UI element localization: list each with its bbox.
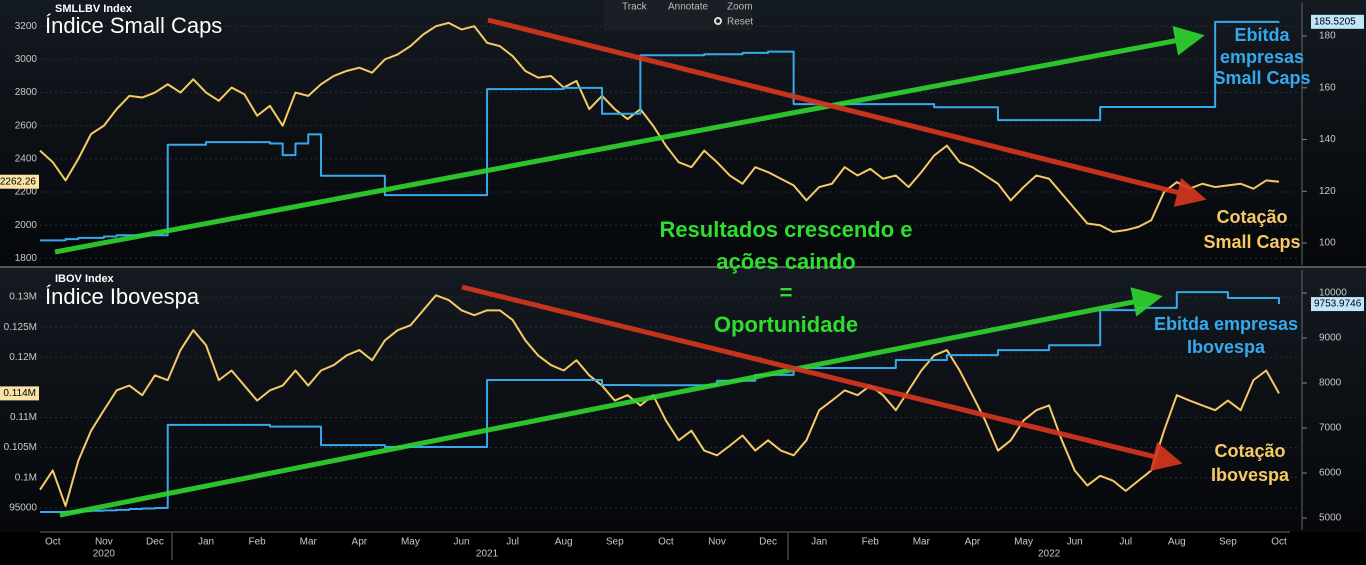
center-annotation: Oportunidade bbox=[714, 312, 858, 337]
reset-icon bbox=[714, 17, 722, 25]
y2-tick-label: 8000 bbox=[1319, 378, 1342, 389]
y-tick-label: 3000 bbox=[15, 54, 38, 65]
y-tick-label: 1800 bbox=[15, 253, 38, 264]
track-button[interactable]: Track bbox=[622, 2, 648, 13]
center-annotation: = bbox=[780, 280, 793, 305]
x-tick-label: Jul bbox=[506, 537, 519, 548]
x-tick-label: Dec bbox=[146, 537, 164, 548]
y2-tick-label: 7000 bbox=[1319, 423, 1342, 434]
x-tick-label: Oct bbox=[45, 537, 61, 548]
center-annotation: ações caindo bbox=[716, 249, 855, 274]
series-label: Small Caps bbox=[1213, 68, 1310, 88]
x-tick-label: Jan bbox=[811, 537, 827, 548]
x-tick-label: Jan bbox=[198, 537, 214, 548]
x-year-label: 2021 bbox=[476, 549, 499, 560]
y-tick-label: 2200 bbox=[15, 187, 38, 198]
x-tick-label: Apr bbox=[965, 537, 981, 548]
series-label: Ebitda empresas bbox=[1154, 314, 1298, 334]
y-tick-label: 0.125M bbox=[4, 322, 37, 333]
x-tick-label: Jun bbox=[453, 537, 469, 548]
series-line bbox=[40, 20, 1280, 242]
center-annotation: Resultados crescendo e bbox=[659, 217, 912, 242]
x-tick-label: May bbox=[1014, 537, 1033, 548]
x-tick-label: Nov bbox=[708, 537, 726, 548]
y2-tick-label: 140 bbox=[1319, 134, 1336, 145]
toolbar-background bbox=[604, 0, 752, 30]
zoom-button[interactable]: Zoom bbox=[727, 2, 753, 13]
y-tick-label: 2400 bbox=[15, 154, 38, 165]
x-tick-label: Feb bbox=[249, 537, 267, 548]
x-tick-label: Feb bbox=[862, 537, 880, 548]
y-tick-label: 95000 bbox=[9, 502, 37, 513]
y-tick-label: 2800 bbox=[15, 87, 38, 98]
annotate-button[interactable]: Annotate bbox=[668, 2, 708, 13]
last-value-box bbox=[1311, 297, 1364, 312]
y-tick-label: 2000 bbox=[15, 220, 38, 231]
last-value-label: 2262.26 bbox=[0, 176, 36, 187]
x-tick-label: Mar bbox=[300, 537, 318, 548]
toolbar: Track Annotate Zoom Reset bbox=[604, 0, 753, 30]
x-tick-label: Dec bbox=[759, 537, 777, 548]
x-tick-label: Mar bbox=[913, 537, 931, 548]
x-year-label: 2022 bbox=[1038, 549, 1061, 560]
x-tick-label: Sep bbox=[606, 537, 624, 548]
series-label: Ebitda bbox=[1234, 25, 1290, 45]
y-tick-label: 0.12M bbox=[9, 352, 37, 363]
plot-area: Oct Nov Dec Jan Feb Mar Apr May Jun Jul Aug Sep Oct N… bbox=[0, 3, 1364, 560]
y2-tick-label: 5000 bbox=[1319, 513, 1342, 524]
series-line bbox=[39, 294, 1280, 507]
last-value-box bbox=[0, 386, 39, 401]
last-value-label: 9753.9746 bbox=[1314, 299, 1362, 310]
x-tick-label: Aug bbox=[1168, 537, 1186, 548]
y-tick-label: 2600 bbox=[15, 120, 38, 131]
series-label: Cotação bbox=[1216, 207, 1287, 227]
x-tick-label: Jul bbox=[1119, 537, 1132, 548]
x-tick-label: Aug bbox=[555, 537, 573, 548]
last-value-label: 185.5205 bbox=[1314, 16, 1356, 27]
y2-tick-label: 6000 bbox=[1319, 468, 1342, 479]
y2-tick-label: 160 bbox=[1319, 82, 1336, 93]
arrows bbox=[54, 17, 1207, 518]
y-tick-label: 0.1M bbox=[15, 472, 37, 483]
reset-button[interactable]: Reset bbox=[727, 17, 753, 28]
x-tick-label: Nov bbox=[95, 537, 113, 548]
series-label: Cotação bbox=[1214, 441, 1285, 461]
y2-tick-label: 100 bbox=[1319, 238, 1336, 249]
x-tick-label: Jun bbox=[1067, 537, 1083, 548]
last-value-box bbox=[0, 174, 39, 189]
y-tick-label: 3200 bbox=[15, 21, 38, 32]
series-label: Ibovespa bbox=[1187, 337, 1266, 357]
panel-title: Índice Small Caps bbox=[45, 13, 222, 38]
last-value-label: 0.114M bbox=[3, 388, 36, 399]
y2-tick-label: 9000 bbox=[1319, 333, 1342, 344]
x-tick-label: Sep bbox=[1219, 537, 1237, 548]
x-year-label: 2020 bbox=[93, 549, 116, 560]
trend-arrow-red bbox=[461, 284, 1183, 471]
x-tick-label: Oct bbox=[658, 537, 674, 548]
series-label: Small Caps bbox=[1203, 232, 1300, 252]
y-tick-label: 0.105M bbox=[4, 442, 37, 453]
y-tick-label: 0.13M bbox=[9, 292, 37, 303]
y-tick-label: 0.11M bbox=[10, 412, 37, 423]
series-line bbox=[40, 291, 1280, 514]
trend-arrow-green bbox=[59, 287, 1163, 518]
x-tick-label: Oct bbox=[1271, 537, 1287, 548]
series-label: empresas bbox=[1220, 47, 1304, 67]
y2-tick-label: 180 bbox=[1319, 31, 1336, 42]
trend-arrow-green bbox=[54, 26, 1205, 255]
last-value-box bbox=[1311, 14, 1364, 29]
ticker: IBOV Index bbox=[55, 273, 115, 285]
ticker: SMLLBV Index bbox=[55, 3, 133, 15]
y2-tick-label: 10000 bbox=[1319, 288, 1347, 299]
series-label: Ibovespa bbox=[1211, 465, 1290, 485]
y2-tick-label: 120 bbox=[1319, 186, 1336, 197]
panel-title: Índice Ibovespa bbox=[45, 284, 200, 309]
trend-arrow-red bbox=[487, 17, 1207, 207]
x-tick-label: Apr bbox=[352, 537, 368, 548]
x-tick-label: May bbox=[401, 537, 420, 548]
